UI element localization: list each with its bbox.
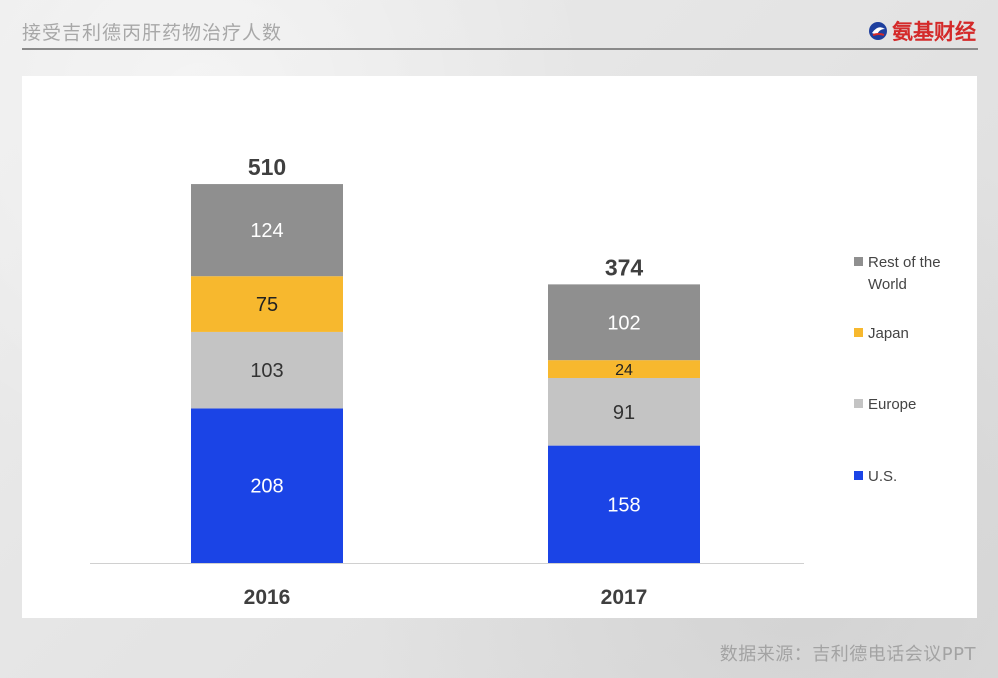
page-title: 接受吉利德丙肝药物治疗人数 [22, 22, 283, 44]
bar-value-label-u-s-2017: 158 [607, 494, 640, 516]
chart-panel [22, 76, 977, 618]
legend-label-europe: Europe [868, 396, 916, 413]
bar-value-label-japan-2016: 75 [256, 294, 278, 316]
legend-swatch-japan [854, 328, 863, 337]
legend-swatch-rest-of-the-world [854, 257, 863, 266]
legend-swatch-europe [854, 399, 863, 408]
bar-value-label-europe-2017: 91 [613, 402, 635, 424]
bar-value-label-rest-of-the-world-2017: 102 [607, 312, 640, 334]
bar-value-label-europe-2016: 103 [250, 360, 283, 382]
header-divider [22, 48, 978, 50]
x-tick-label-2017: 2017 [601, 586, 648, 609]
bar-total-label-2016: 510 [248, 154, 286, 180]
legend-label-japan: Japan [868, 325, 909, 342]
bar-segment-japan-2016 [191, 276, 343, 332]
legend-label-rest-of-the-world: Rest of the World [868, 254, 941, 293]
bar-segment-rest-of-the-world-2017 [548, 284, 700, 361]
brand-logo: 氨基财经 [868, 16, 976, 46]
x-tick-label-2016: 2016 [244, 586, 291, 609]
bar-total-label-2017: 374 [605, 254, 644, 280]
bar-segment-europe-2017 [548, 377, 700, 446]
bar-value-label-u-s-2016: 208 [250, 476, 283, 498]
bar-segment-japan-2017 [548, 360, 700, 378]
brand-mark-icon [869, 22, 887, 40]
bar-segment-rest-of-the-world-2016 [191, 184, 343, 277]
bar-segment-u-s-2017 [548, 445, 700, 563]
brand-logo-text: 氨基财经 [892, 20, 976, 44]
data-source-note: 数据来源：吉利德电话会议PPT [719, 644, 976, 665]
bar-value-label-japan-2017: 24 [615, 362, 633, 379]
legend-swatch-u-s [854, 471, 863, 480]
bar-value-label-rest-of-the-world-2016: 124 [250, 220, 283, 242]
bar-segment-europe-2016 [191, 331, 343, 409]
legend-label-u-s: U.S. [868, 468, 897, 485]
bar-segment-u-s-2016 [191, 408, 343, 563]
